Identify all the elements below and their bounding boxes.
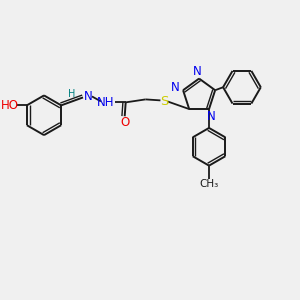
Text: N: N [171, 81, 179, 94]
Text: N: N [193, 65, 202, 78]
Text: O: O [120, 116, 129, 129]
Text: N: N [207, 110, 215, 122]
Text: NH: NH [97, 96, 115, 109]
Text: CH₃: CH₃ [200, 179, 219, 190]
Text: N: N [84, 90, 92, 103]
Text: S: S [160, 95, 169, 108]
Text: HO: HO [1, 99, 19, 112]
Text: H: H [68, 89, 76, 99]
